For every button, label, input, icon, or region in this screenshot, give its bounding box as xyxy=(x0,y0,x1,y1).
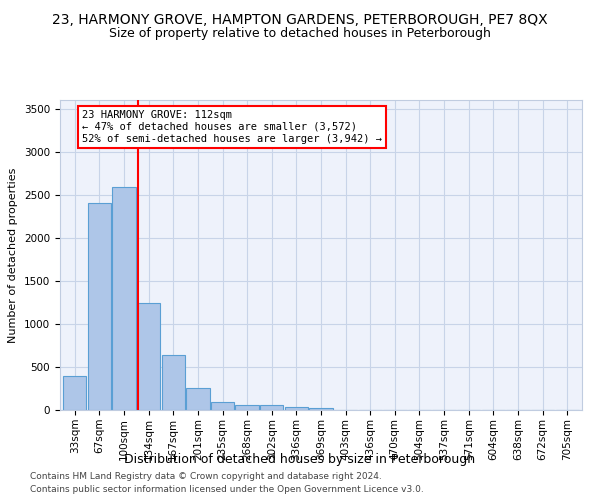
Text: Size of property relative to detached houses in Peterborough: Size of property relative to detached ho… xyxy=(109,28,491,40)
Text: Contains public sector information licensed under the Open Government Licence v3: Contains public sector information licen… xyxy=(30,485,424,494)
Text: 23, HARMONY GROVE, HAMPTON GARDENS, PETERBOROUGH, PE7 8QX: 23, HARMONY GROVE, HAMPTON GARDENS, PETE… xyxy=(52,12,548,26)
Bar xyxy=(260,406,283,410)
Bar xyxy=(310,408,332,410)
Text: Distribution of detached houses by size in Peterborough: Distribution of detached houses by size … xyxy=(124,452,476,466)
Bar xyxy=(112,187,136,410)
Y-axis label: Number of detached properties: Number of detached properties xyxy=(8,168,19,342)
Bar xyxy=(211,402,234,410)
Text: Contains HM Land Registry data © Crown copyright and database right 2024.: Contains HM Land Registry data © Crown c… xyxy=(30,472,382,481)
Bar xyxy=(161,355,185,410)
Bar xyxy=(63,376,86,410)
Bar xyxy=(186,388,209,410)
Bar xyxy=(137,303,160,410)
Bar xyxy=(284,406,308,410)
Bar xyxy=(88,204,111,410)
Text: 23 HARMONY GROVE: 112sqm
← 47% of detached houses are smaller (3,572)
52% of sem: 23 HARMONY GROVE: 112sqm ← 47% of detach… xyxy=(82,110,382,144)
Bar xyxy=(235,405,259,410)
